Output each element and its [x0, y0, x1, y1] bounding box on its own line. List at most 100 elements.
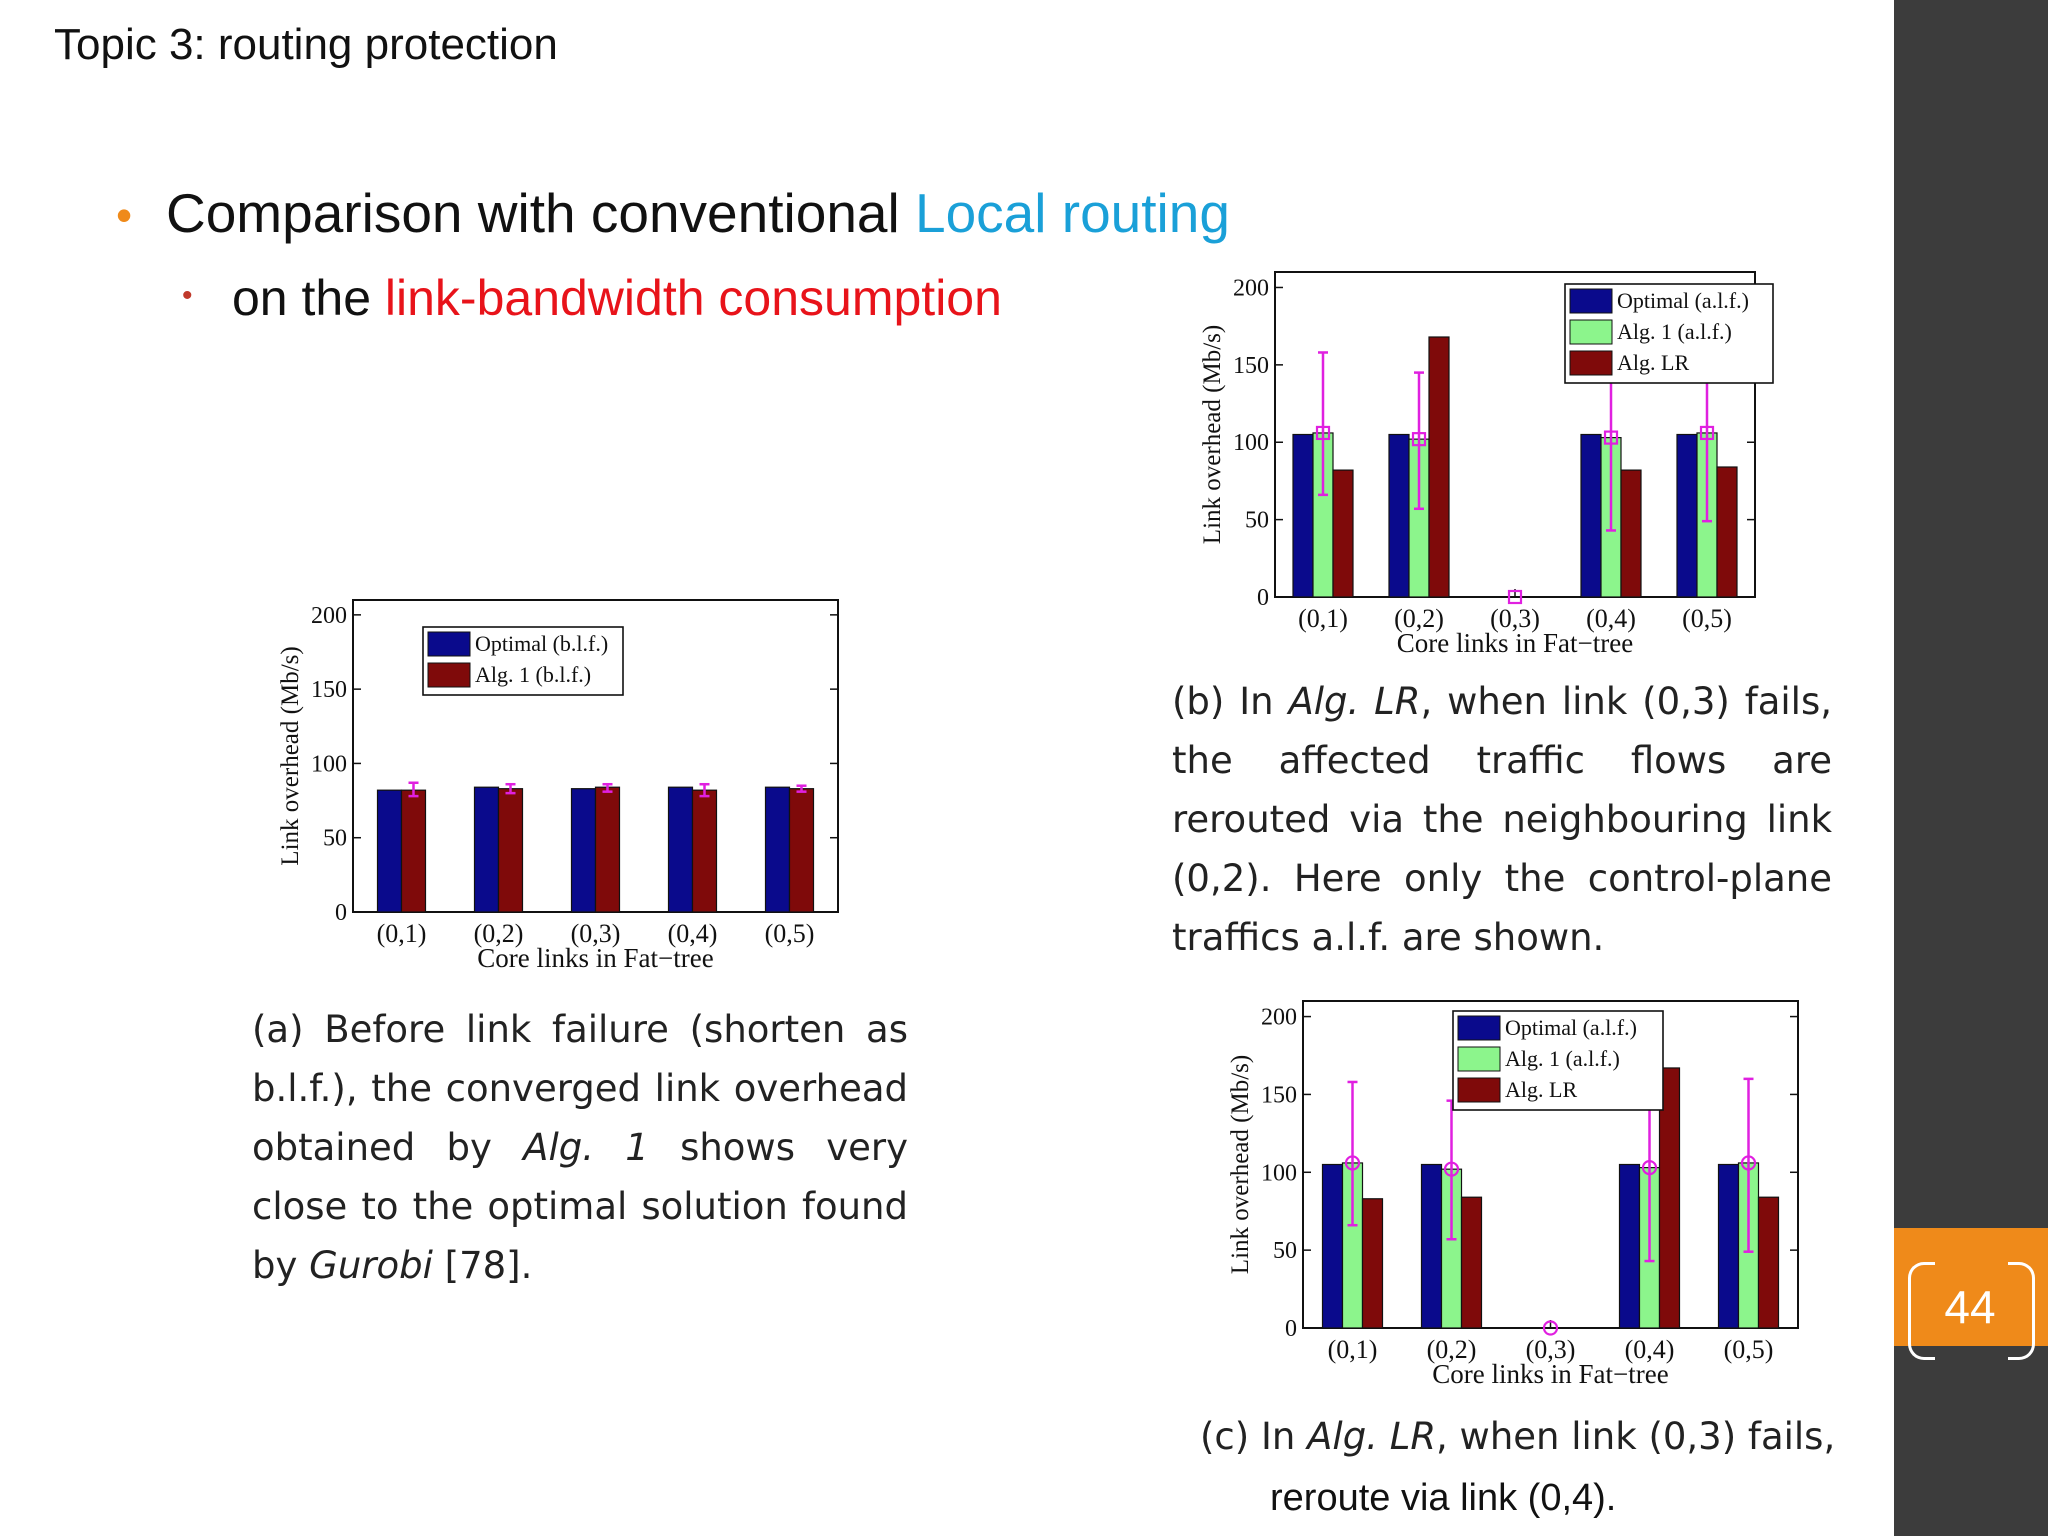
right-brace-icon — [2008, 1262, 2035, 1360]
bar-a-s0-3 — [667, 786, 694, 913]
caption-a-text-3: [78]. — [432, 1244, 533, 1287]
x-tick-label: (0,2) — [1427, 1335, 1477, 1364]
y-tick-label: 150 — [1233, 353, 1269, 379]
bar-b-s0-0 — [1292, 433, 1314, 598]
caption-a-alg: Alg. 1 — [523, 1126, 649, 1169]
x-tick-label: (0,2) — [474, 919, 524, 948]
caption-b-text-2: , when link (0,3) fails, the affected tr… — [1172, 680, 1832, 959]
bar-a-s1-4 — [788, 788, 815, 913]
x-tick-label: (0,4) — [668, 919, 718, 948]
bar-c-s2-4 — [1757, 1196, 1780, 1329]
y-tick-label: 200 — [1261, 1005, 1297, 1031]
caption-c-text-2: , when link (0,3) fails, — [1436, 1415, 1836, 1458]
x-tick-label: (0,2) — [1394, 604, 1444, 633]
x-tick-label: (0,5) — [1724, 1335, 1774, 1364]
mean-marker — [1443, 1161, 1460, 1177]
legend-label: Alg. 1 (a.l.f.) — [1505, 1046, 1620, 1071]
x-tick-label: (0,5) — [765, 919, 815, 948]
legend-swatch — [1457, 1015, 1501, 1041]
caption-b-alg: Alg. LR — [1288, 680, 1421, 723]
bar-a-s0-1 — [473, 786, 500, 913]
x-axis-label: Core links in Fat−tree — [1432, 1359, 1668, 1389]
legend-swatch — [1569, 350, 1613, 376]
legend-label: Alg. 1 (b.l.f.) — [475, 662, 591, 687]
bar-c-s2-1 — [1460, 1196, 1483, 1329]
y-axis-label: Link overhead (Mb/s) — [1199, 325, 1226, 544]
page-number-box — [1894, 1228, 2048, 1346]
legend-label: Alg. 1 (a.l.f.) — [1617, 319, 1732, 344]
slide-topic: Topic 3: routing protection — [54, 20, 558, 69]
x-tick-label: (0,3) — [1490, 604, 1540, 633]
y-tick-label: 50 — [323, 826, 347, 852]
bar-c-s0-4 — [1717, 1163, 1740, 1329]
mean-marker — [1507, 589, 1523, 605]
y-axis-label: Link overhead (Mb/s) — [277, 646, 304, 865]
page-number: 44 — [1944, 1281, 1996, 1333]
x-tick-label: (0,3) — [571, 919, 621, 948]
bar-b-s2-3 — [1620, 469, 1642, 598]
bar-c-s0-3 — [1618, 1163, 1641, 1329]
caption-b: (b) In Alg. LR, when link (0,3) fails, t… — [1172, 672, 1832, 967]
y-tick-label: 50 — [1273, 1238, 1297, 1264]
y-tick-label: 150 — [1261, 1082, 1297, 1108]
sub-bullet-dot-icon: • — [182, 279, 193, 312]
x-tick-label: (0,5) — [1682, 604, 1732, 633]
caption-c-text-1: (c) In — [1200, 1415, 1308, 1458]
x-tick-label: (0,1) — [377, 919, 427, 948]
legend-label: Alg. LR — [1617, 350, 1689, 375]
bar-b-s0-1 — [1388, 433, 1410, 598]
bar-b-s2-1 — [1428, 336, 1450, 598]
caption-c: (c) In Alg. LR, when link (0,3) fails, — [1200, 1415, 1835, 1458]
mean-marker — [1315, 425, 1331, 441]
legend-swatch — [1569, 319, 1613, 345]
legend-swatch — [1569, 288, 1613, 314]
chart-b: 0 50 100 150 200 (0,1) (0,2) (0,3) (0,4) (0,5) Cor… — [1199, 271, 1774, 658]
x-tick-label: (0,1) — [1328, 1335, 1378, 1364]
bar-a-s0-0 — [376, 789, 403, 913]
bar-c-s2-3 — [1658, 1067, 1681, 1329]
mean-marker — [1411, 432, 1427, 447]
x-tick-label: (0,3) — [1526, 1335, 1576, 1364]
x-tick-label: (0,4) — [1586, 604, 1636, 633]
bullet-1: Comparison with conventional Local routi… — [166, 183, 1230, 243]
mean-marker — [1740, 1155, 1757, 1171]
bar-a-s0-2 — [570, 788, 597, 913]
bar-b-s0-3 — [1580, 433, 1602, 598]
bar-c-s0-1 — [1420, 1163, 1443, 1329]
bullet-1-text: Comparison with conventional — [166, 182, 915, 244]
bullet-2-highlight: link-bandwidth consumption — [384, 270, 1002, 326]
legend-swatch — [427, 662, 471, 688]
mean-marker — [1344, 1155, 1361, 1171]
y-axis-label: Link overhead (Mb/s) — [1227, 1055, 1254, 1274]
caption-c-alg: Alg. LR — [1307, 1415, 1437, 1458]
bar-b-s0-4 — [1676, 433, 1698, 598]
legend-label: Optimal (a.l.f.) — [1617, 288, 1749, 313]
bar-b-s2-4 — [1716, 466, 1738, 598]
x-tick-label: (0,1) — [1298, 604, 1348, 633]
legend-label: Alg. LR — [1505, 1077, 1577, 1102]
y-tick-label: 0 — [1285, 1316, 1297, 1342]
caption-a: (a) Before link failure (shorten as b.l.… — [252, 1000, 908, 1295]
y-tick-label: 0 — [335, 900, 347, 926]
y-tick-label: 100 — [1233, 430, 1269, 456]
mean-marker — [1699, 425, 1715, 441]
bullet-dot-icon: • — [116, 189, 133, 241]
bar-a-s1-2 — [594, 786, 621, 913]
y-tick-label: 150 — [311, 677, 347, 703]
legend-swatch — [427, 631, 471, 657]
legend-label: Optimal (a.l.f.) — [1505, 1015, 1637, 1040]
bullet-1-highlight: Local routing — [915, 182, 1230, 244]
caption-a-text-2: shows very close to the optimal solution… — [252, 1126, 908, 1287]
bar-b-s2-0 — [1332, 469, 1354, 598]
y-tick-label: 50 — [1245, 508, 1269, 534]
y-tick-label: 200 — [311, 603, 347, 629]
y-tick-label: 100 — [311, 751, 347, 777]
caption-a-solver: Gurobi — [309, 1244, 433, 1287]
x-axis-label: Core links in Fat−tree — [477, 943, 713, 973]
bar-a-s0-4 — [764, 786, 791, 913]
caption-c-line-2: reroute via link (0,4). — [1270, 1477, 1617, 1519]
x-tick-label: (0,4) — [1625, 1335, 1675, 1364]
y-tick-label: 100 — [1261, 1160, 1297, 1186]
chart-c: 0 50 100 150 200 (0,1) (0,2) (0,3) (0,4) (0,5) Cor… — [1227, 1000, 1799, 1389]
bar-a-s1-1 — [497, 788, 524, 913]
